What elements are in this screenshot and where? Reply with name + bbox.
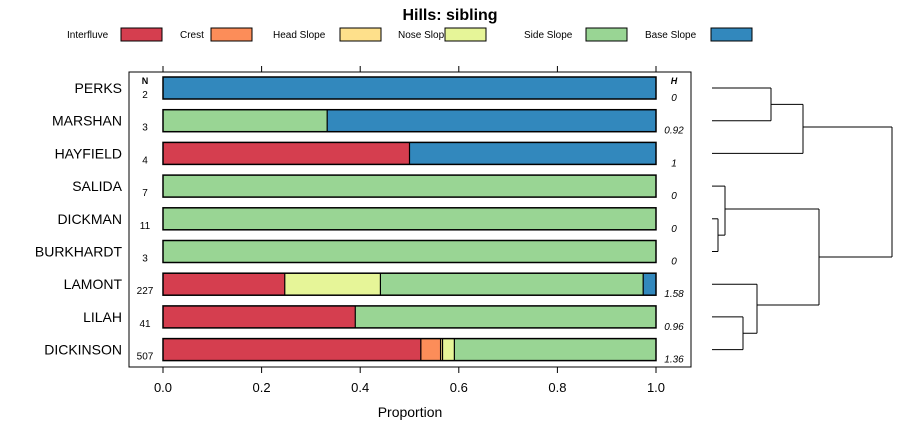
h-value: 0 — [671, 224, 677, 235]
row-label: LILAH — [83, 309, 122, 325]
n-value: 41 — [139, 319, 151, 330]
bar-segment-head-slope — [440, 338, 443, 361]
row-label: HAYFIELD — [55, 145, 122, 161]
bar-segment-side-slope — [163, 207, 656, 230]
legend-swatch-crest — [210, 27, 253, 42]
top-axis-ticks — [162, 66, 657, 72]
bar-segment-side-slope — [454, 338, 656, 361]
n-value: 507 — [137, 352, 154, 363]
row-dickman: DICKMAN 11 0 — [57, 207, 677, 235]
x-axis: 0.0 0.2 0.4 0.6 0.8 1.0 — [154, 367, 665, 395]
tick-label-4: 0.8 — [548, 380, 566, 395]
bar-outline — [162, 174, 657, 198]
legend-swatch-interfluve — [120, 27, 163, 42]
row-label: SALIDA — [72, 178, 122, 194]
h-value: 0 — [671, 257, 677, 268]
bar-outline — [162, 337, 657, 362]
n-value: 3 — [142, 123, 148, 134]
tick-label-2: 0.4 — [351, 380, 369, 395]
bar-segment-side-slope — [163, 109, 328, 132]
tick-label-3: 0.6 — [450, 380, 468, 395]
n-value: 2 — [142, 90, 148, 101]
bar-segment-base-slope — [163, 77, 656, 99]
bar-segment-crest — [420, 338, 441, 361]
bar-segment-base-slope — [327, 109, 656, 132]
bar-outline — [162, 239, 657, 264]
legend-label-head-slope: Head Slope — [273, 30, 326, 41]
row-label: BURKHARDT — [35, 244, 123, 260]
bar-segment-interfluve — [163, 273, 285, 296]
tick-label-1: 0.2 — [253, 380, 271, 395]
tick-label-5: 1.0 — [647, 380, 665, 395]
n-value: 7 — [142, 188, 148, 199]
legend-label-interfluve: Interfluve — [67, 30, 109, 41]
bar-segment-nose-slope — [442, 338, 455, 361]
row-label: DICKMAN — [57, 211, 122, 227]
row-label: MARSHAN — [52, 113, 122, 129]
h-value: 0.96 — [664, 322, 684, 333]
bar-segment-interfluve — [163, 305, 356, 328]
chart-title: Hills: sibling — [402, 7, 497, 24]
legend-swatch-nose-slope — [444, 27, 487, 42]
bar-outline — [162, 207, 657, 231]
legend-swatch-side-slope — [585, 27, 628, 42]
legend-swatch-head-slope — [339, 27, 382, 42]
row-marshan: MARSHAN 3 0.92 — [52, 108, 684, 137]
row-label: LAMONT — [64, 276, 123, 292]
row-lilah: LILAH 41 0.96 — [83, 305, 684, 333]
h-value: 1.36 — [664, 355, 684, 366]
bar-outline — [162, 305, 657, 329]
row-perks: PERKS 2 0 — [75, 76, 677, 104]
h-value: 0 — [671, 93, 677, 104]
legend-label-crest: Crest — [180, 30, 204, 41]
bar-segment-side-slope — [380, 273, 644, 296]
n-value: 3 — [142, 254, 148, 265]
x-axis-title: Proportion — [378, 404, 443, 420]
bar-segment-interfluve — [163, 338, 421, 361]
row-lamont: LAMONT 227 1.58 — [64, 272, 684, 300]
bar-outline — [162, 108, 657, 133]
row-label: DICKINSON — [44, 342, 122, 358]
h-value: 0.92 — [664, 126, 684, 137]
legend: Interfluve Crest Head Slope Nose Slope Side … — [67, 27, 753, 42]
h-column-header: H — [671, 76, 678, 86]
tick-label-0: 0.0 — [154, 380, 172, 395]
row-label: PERKS — [75, 80, 122, 96]
row-burkhardt: BURKHARDT 3 0 — [35, 239, 677, 268]
plot-frame — [128, 71, 692, 368]
h-value: 1.58 — [664, 289, 684, 300]
legend-swatch-base-slope — [710, 27, 753, 42]
n-value: 11 — [140, 221, 151, 232]
bar-segment-base-slope — [409, 142, 656, 165]
bar-segment-nose-slope — [284, 273, 381, 296]
dendrogram — [712, 87, 893, 351]
bar-outline — [162, 76, 657, 100]
legend-label-nose-slope: Nose Slope — [398, 30, 450, 41]
legend-label-side-slope: Side Slope — [524, 30, 573, 41]
row-salida: SALIDA 7 0 — [72, 174, 677, 202]
h-value: 1 — [671, 158, 677, 169]
n-value: 4 — [142, 155, 148, 166]
bar-outline — [162, 272, 657, 296]
h-value: 0 — [671, 191, 677, 202]
bar-segment-side-slope — [355, 305, 656, 328]
bar-segment-interfluve — [163, 142, 410, 165]
n-column-header: N — [142, 76, 149, 86]
legend-label-base-slope: Base Slope — [645, 30, 697, 41]
row-hayfield: HAYFIELD 4 1 — [55, 141, 677, 169]
bar-segment-side-slope — [163, 240, 656, 263]
bar-segment-base-slope — [643, 273, 656, 296]
bar-segment-side-slope — [163, 175, 656, 198]
row-dickinson: DICKINSON 507 1.36 — [44, 337, 684, 366]
n-value: 227 — [137, 286, 154, 297]
bar-outline — [162, 141, 657, 166]
